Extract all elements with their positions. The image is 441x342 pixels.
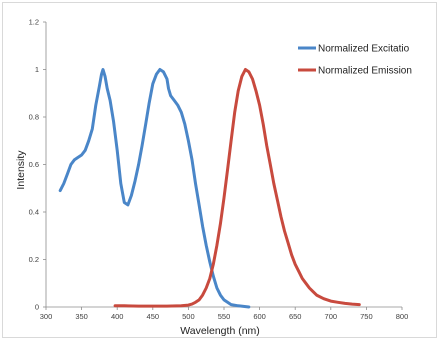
legend-label-0: Normalized Excitatio bbox=[318, 44, 410, 55]
chart-frame bbox=[2, 2, 437, 338]
x-tick-label: 550 bbox=[218, 312, 231, 321]
y-tick-label: 0.6 bbox=[29, 160, 39, 169]
x-tick-label: 700 bbox=[325, 312, 338, 321]
x-tick-label: 650 bbox=[289, 312, 302, 321]
series-lines bbox=[58, 68, 361, 309]
x-tick-label: 500 bbox=[182, 312, 195, 321]
x-tick-label: 800 bbox=[396, 312, 409, 321]
x-tick-label: 450 bbox=[147, 312, 160, 321]
x-axis-title: Wavelength (nm) bbox=[180, 325, 260, 337]
series-line-1 bbox=[113, 68, 361, 308]
x-tick-label: 750 bbox=[360, 312, 373, 321]
y-tick-label: 1.2 bbox=[29, 18, 39, 27]
x-tick-label: 400 bbox=[111, 312, 124, 321]
y-tick-label: 0.8 bbox=[29, 113, 39, 122]
y-tick-label: 1 bbox=[35, 65, 39, 74]
x-tick-label: 300 bbox=[40, 312, 53, 321]
y-axis-title: Intensity bbox=[15, 150, 27, 190]
legend-label-1: Normalized Emission bbox=[318, 66, 412, 77]
x-tick-label: 600 bbox=[253, 312, 266, 321]
tick-labels: 300 350 400 450 500 550 600 650 700 750 800 0 0.2 0.4… bbox=[29, 18, 409, 322]
y-tick-label: 0.2 bbox=[29, 255, 39, 264]
series-line-0 bbox=[58, 68, 251, 309]
x-tick-label: 350 bbox=[75, 312, 88, 321]
axes bbox=[43, 21, 403, 310]
y-tick-label: 0 bbox=[35, 303, 39, 312]
legend: Normalized Excitatio Normalized Emission bbox=[298, 44, 412, 77]
y-tick-label: 0.4 bbox=[29, 208, 39, 217]
